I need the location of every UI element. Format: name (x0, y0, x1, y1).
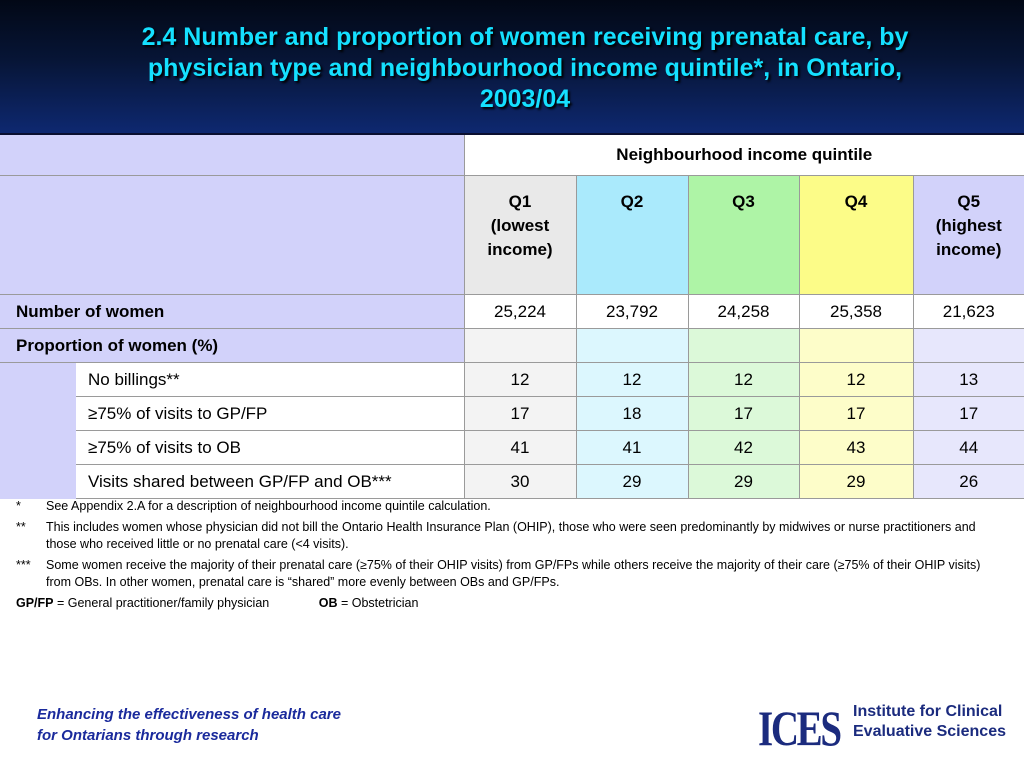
table-cell: 17 (463, 396, 576, 431)
legend-text: = Obstetrician (337, 596, 419, 610)
quintile-label: Q1 (508, 192, 532, 211)
logo-line: Institute for Clinical (853, 703, 1003, 720)
quintile-header-q3: Q3 (687, 175, 799, 295)
table-cell: 43 (798, 430, 913, 465)
title-line-2: physician type and neighbourhood income … (147, 54, 903, 82)
legend-abbr: GP/FP (16, 596, 54, 610)
table-cell: 12 (687, 362, 799, 397)
proportion-header-row: Proportion of women (%) (0, 328, 1024, 363)
quintile-sub: income) (487, 240, 553, 259)
logo-text: Institute for Clinical Evaluative Scienc… (853, 702, 1006, 742)
table-row: ≥75% of visits to OB 41 41 42 43 44 (0, 430, 1024, 465)
number-of-women-row: Number of women 25,224 23,792 24,258 25,… (0, 294, 1024, 329)
quintile-header-q1: Q1 (lowest income) (463, 175, 576, 295)
table-cell: 17 (798, 396, 913, 431)
ices-logo: ICES Institute for Clinical Evaluative S… (758, 700, 1010, 754)
table-cell: 29 (687, 464, 799, 499)
tagline-line: Enhancing the effectiveness of health ca… (37, 706, 341, 723)
row-label: ≥75% of visits to OB (76, 430, 464, 465)
logo-line: Evaluative Sciences (853, 723, 1006, 740)
table-cell: 12 (575, 362, 688, 397)
table-cell: 42 (687, 430, 799, 465)
footnote: ** This includes women whose physician d… (16, 519, 996, 553)
quintile-label: Q4 (844, 192, 868, 211)
table-cell: 26 (912, 464, 1024, 499)
footer-tagline: Enhancing the effectiveness of health ca… (37, 704, 341, 746)
footnote-text: Some women receive the majority of their… (46, 558, 981, 589)
tagline-line: for Ontarians through research (37, 727, 259, 744)
table-cell (687, 328, 799, 363)
slide-header (0, 0, 1024, 133)
row-label: Proportion of women (%) (0, 328, 464, 363)
quintile-header-q4: Q4 (798, 175, 913, 295)
table-cell: 17 (912, 396, 1024, 431)
table-cell: 12 (798, 362, 913, 397)
table-cell: 41 (575, 430, 688, 465)
table-cell (575, 328, 688, 363)
quintile-sub: (highest (935, 216, 1002, 235)
corner-cell (0, 135, 464, 176)
title-line-3: 2003/04 (479, 85, 571, 113)
footnote: * See Appendix 2.A for a description of … (16, 498, 996, 515)
slide-title: 2.4 Number and proportion of women recei… (60, 22, 990, 115)
table-cell (798, 328, 913, 363)
abbreviation-legend: GP/FP = General practitioner/family phys… (16, 595, 996, 612)
quintile-sub: (lowest (490, 216, 550, 235)
table-cell (912, 328, 1024, 363)
table-cell: 21,623 (912, 294, 1024, 329)
legend-abbr: OB (318, 596, 338, 610)
table-cell: 12 (463, 362, 576, 397)
quintile-label: Q2 (620, 192, 644, 211)
footnote: *** Some women receive the majority of t… (16, 557, 996, 591)
group-header-row: Neighbourhood income quintile (0, 135, 1024, 176)
footnote-mark: * (16, 499, 21, 513)
quintile-sub: income) (936, 240, 1002, 259)
table-cell: 44 (912, 430, 1024, 465)
table-cell: 25,224 (463, 294, 576, 329)
table-cell: 13 (912, 362, 1024, 397)
table-cell: 17 (687, 396, 799, 431)
row-label: Number of women (0, 294, 464, 329)
group-header-cell: Neighbourhood income quintile (463, 135, 1024, 176)
prenatal-care-table: Neighbourhood income quintile Q1 (lowest… (0, 135, 1024, 499)
table-cell: 25,358 (798, 294, 913, 329)
legend-text: = General practitioner/family physician (53, 596, 270, 610)
footnote-mark: ** (16, 520, 26, 534)
table-cell: 23,792 (575, 294, 688, 329)
corner-cell-2 (0, 175, 464, 295)
table-cell: 29 (798, 464, 913, 499)
table-cell: 29 (575, 464, 688, 499)
row-label: Visits shared between GP/FP and OB*** (76, 464, 464, 499)
table-cell (463, 328, 576, 363)
quintile-header-row: Q1 (lowest income) Q2 Q3 Q4 Q5 (highest … (0, 175, 1024, 295)
logo-mark: ICES (758, 700, 842, 756)
indent-cell (0, 362, 76, 499)
header-divider (0, 133, 1024, 135)
footnote-text: This includes women whose physician did … (46, 520, 976, 551)
quintile-label: Q5 (957, 192, 981, 211)
quintile-header-q2: Q2 (575, 175, 688, 295)
table-cell: 30 (463, 464, 576, 499)
footnote-text: See Appendix 2.A for a description of ne… (46, 499, 491, 513)
table-cell: 24,258 (687, 294, 799, 329)
table-cell: 41 (463, 430, 576, 465)
quintile-label: Q3 (732, 192, 755, 211)
row-label: ≥75% of visits to GP/FP (76, 396, 464, 431)
table-row: Visits shared between GP/FP and OB*** 30… (0, 464, 1024, 499)
footnote-mark: *** (16, 558, 31, 572)
row-label: No billings** (76, 362, 464, 397)
title-line-1: 2.4 Number and proportion of women recei… (141, 23, 909, 51)
table-cell: 18 (575, 396, 688, 431)
table-row: No billings** 12 12 12 12 13 (0, 362, 1024, 499)
table-row: ≥75% of visits to GP/FP 17 18 17 17 17 (0, 396, 1024, 431)
footnotes: * See Appendix 2.A for a description of … (16, 498, 996, 612)
quintile-header-q5: Q5 (highest income) (912, 175, 1024, 295)
